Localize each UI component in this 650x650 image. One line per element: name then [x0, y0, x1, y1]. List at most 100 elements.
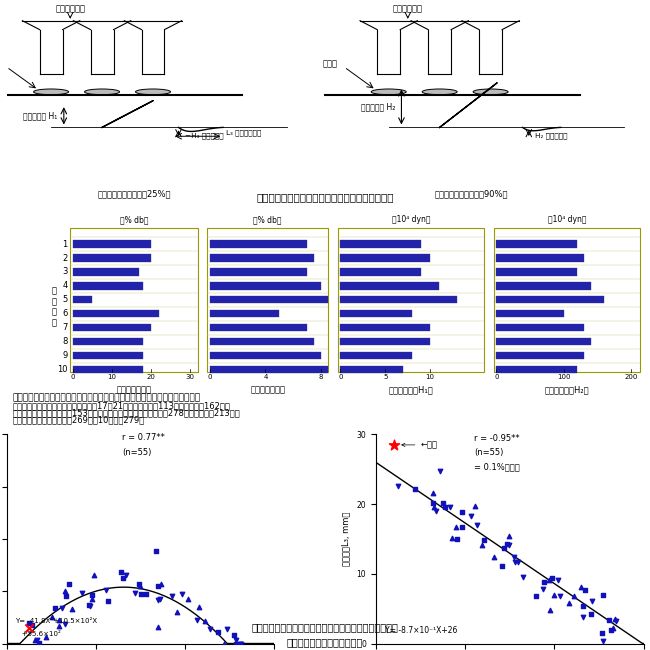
Text: H₂ 全体の粘り: H₂ 全体の粘り [535, 132, 567, 138]
Text: プランジャー: プランジャー [393, 5, 422, 14]
Point [23, 623, 34, 633]
Text: ３：ヒノヒカリ，４：北陸153号，５：低グルテリン米，６：北海278号，７：西海213号，: ３：ヒノヒカリ，４：北陸153号，５：低グルテリン米，６：北海278号，７：西海… [13, 409, 240, 417]
Point [135, 581, 146, 592]
Text: アミロース含量: アミロース含量 [116, 385, 151, 394]
Bar [73, 268, 139, 276]
Point [117, 573, 127, 583]
Point [77, 588, 87, 598]
Point [153, 621, 163, 632]
Point [84, 599, 94, 610]
Bar [341, 324, 430, 332]
Point [60, 592, 71, 602]
Point [611, 616, 621, 627]
Point [502, 539, 512, 549]
Point [235, 638, 246, 649]
Bar [73, 240, 151, 248]
Point [46, 612, 57, 622]
Text: ←糯米: ←糯米 [402, 441, 437, 449]
Point [218, 638, 229, 649]
Point [54, 621, 64, 631]
Text: 表層の硬さ（H₁）: 表層の硬さ（H₁） [389, 385, 434, 394]
Ellipse shape [422, 89, 457, 95]
Point [60, 586, 70, 597]
Bar [210, 366, 328, 373]
Point [597, 627, 608, 638]
Text: 図３　低圧縮試験による米飯粒表層の粘りの測定項目と
　　　アミロース含量の関係: 図３ 低圧縮試験による米飯粒表層の粘りの測定項目と アミロース含量の関係 [252, 622, 398, 647]
Text: 0: 0 [207, 374, 212, 380]
Point [84, 601, 95, 612]
Point [540, 577, 550, 587]
Text: = 0.1%で有意: = 0.1%で有意 [474, 462, 520, 471]
Bar [497, 352, 584, 359]
Point [27, 619, 37, 630]
Point [213, 627, 223, 637]
Bar [497, 324, 584, 332]
Text: 低圧縮試験（圧縮率：25%）: 低圧縮試験（圧縮率：25%） [97, 190, 171, 199]
Ellipse shape [34, 89, 69, 95]
Point [435, 466, 445, 476]
Point [41, 632, 51, 643]
Ellipse shape [371, 89, 406, 95]
Text: (n=55): (n=55) [474, 448, 503, 458]
Text: 図１　米飯１粒の硬さおよび粘りの多面的計測法: 図１ 米飯１粒の硬さおよび粘りの多面的計測法 [256, 192, 394, 202]
Bar [341, 296, 457, 304]
Text: タンパク質含量: タンパク質含量 [250, 385, 285, 394]
Point [229, 630, 239, 640]
Point [60, 619, 70, 629]
Point [34, 638, 44, 648]
Point [205, 624, 215, 634]
Point [543, 575, 554, 585]
Y-axis label: 付着量（L₃, mm）: 付着量（L₃, mm） [342, 512, 351, 566]
Bar [497, 268, 577, 276]
Point [200, 616, 210, 627]
Text: Y= -8.7×10⁻¹X+26: Y= -8.7×10⁻¹X+26 [385, 626, 457, 635]
Point [231, 635, 241, 645]
Point [428, 498, 438, 508]
Point [538, 584, 548, 594]
Bar [73, 352, 143, 359]
Point [428, 502, 439, 512]
Point [578, 612, 589, 622]
Ellipse shape [473, 89, 508, 95]
Text: 5: 5 [62, 295, 68, 304]
Bar [73, 282, 143, 289]
Point [510, 556, 520, 567]
Bar [497, 296, 604, 304]
Point [129, 588, 140, 599]
Bar [210, 338, 314, 345]
Text: 3: 3 [62, 268, 68, 276]
Ellipse shape [135, 89, 170, 95]
Text: （10⁴ dyn）: （10⁴ dyn） [548, 215, 586, 224]
Point [141, 588, 151, 599]
Text: 200: 200 [625, 374, 638, 380]
Point [88, 569, 99, 580]
Point [554, 590, 565, 601]
Point [64, 579, 74, 590]
Bar [210, 282, 321, 289]
Point [66, 604, 77, 614]
Bar [210, 310, 280, 317]
Ellipse shape [84, 89, 120, 95]
Text: Y= -41.8X²+10.5×10²X: Y= -41.8X²+10.5×10²X [16, 618, 98, 623]
Point [477, 540, 488, 551]
Text: (n=55): (n=55) [122, 448, 152, 458]
Bar [341, 352, 412, 359]
Point [606, 625, 616, 636]
Bar [210, 296, 328, 304]
Text: 0: 0 [70, 374, 75, 380]
Text: 表層の硬さ H₁: 表層の硬さ H₁ [23, 111, 57, 120]
Text: 10: 10 [426, 374, 435, 380]
Point [545, 604, 555, 615]
Text: 8: 8 [62, 337, 68, 346]
Text: −H₃ 表層の粘り: −H₃ 表層の粘り [185, 132, 224, 138]
Text: 20: 20 [146, 374, 155, 380]
Point [235, 638, 246, 649]
Point [530, 591, 541, 601]
Point [116, 567, 126, 578]
Text: （10⁴ dyn）: （10⁴ dyn） [392, 215, 430, 224]
Bar [73, 296, 92, 304]
Text: L₃ 表層の付着量: L₃ 表層の付着量 [226, 129, 262, 136]
Point [136, 589, 147, 599]
Bar [341, 240, 421, 248]
Point [580, 585, 590, 595]
